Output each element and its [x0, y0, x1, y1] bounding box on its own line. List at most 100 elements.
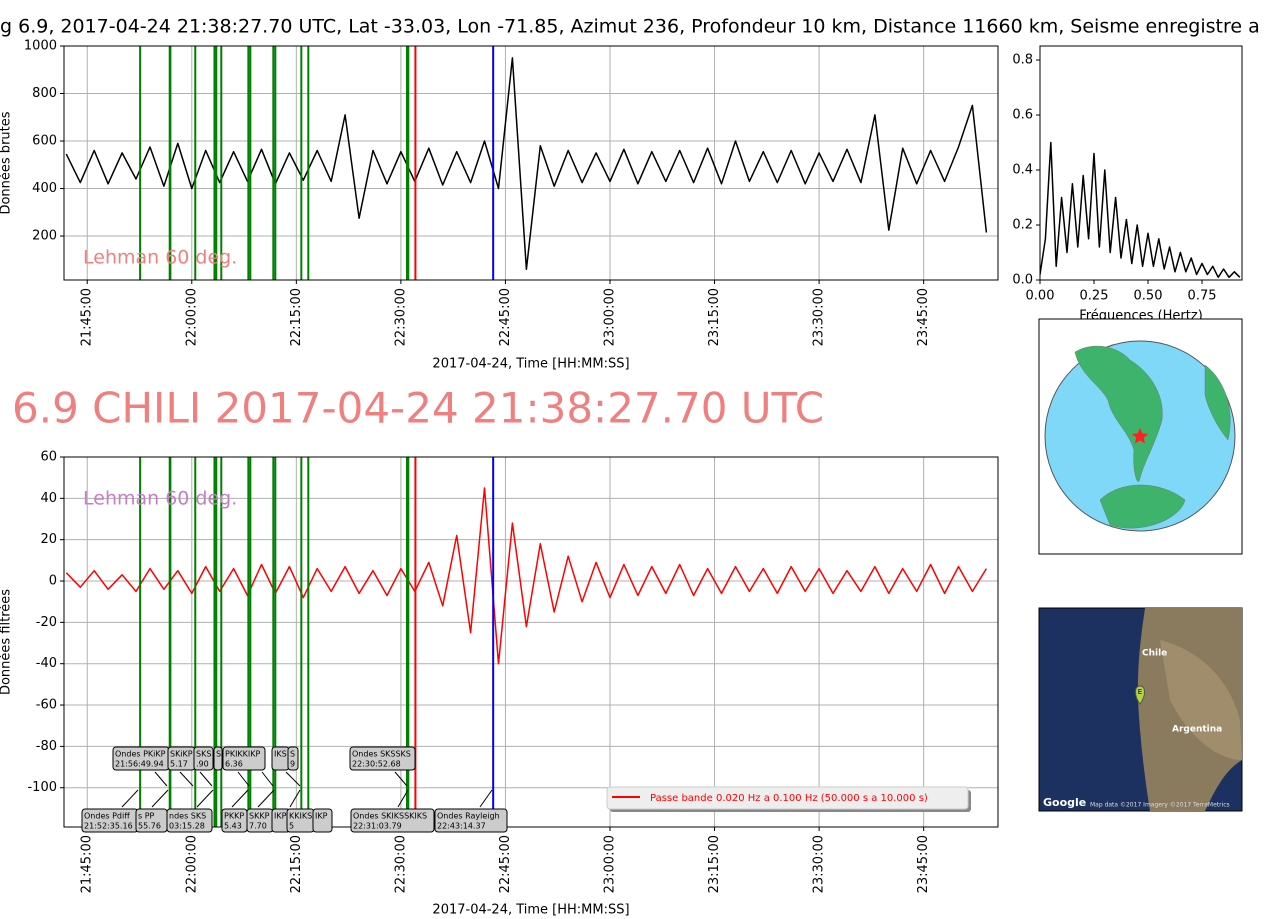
phase-label: ndes SKS	[169, 812, 206, 821]
axes-frame	[1039, 45, 1243, 281]
x-tick-label: 23:45:00	[916, 835, 931, 893]
map-marker-label: E	[1138, 688, 1142, 696]
label-arrow	[231, 789, 249, 808]
x-tick-label: 22:30:00	[393, 835, 408, 893]
x-tick-label: 23:15:00	[707, 288, 722, 346]
annotation: Lehman 60 deg.	[83, 247, 237, 269]
x-tick-label: 23:15:00	[707, 835, 722, 893]
x-tick-label: 23:00:00	[602, 288, 617, 346]
phase-label: 5.17	[170, 760, 188, 769]
phase-label: Ondes SKSSKS	[352, 750, 411, 759]
x-tick-label: 0.00	[1026, 289, 1055, 304]
label-arrow	[199, 771, 213, 787]
label-arrow	[397, 789, 409, 808]
globe-land	[1074, 345, 1163, 482]
label-arrow	[196, 789, 214, 808]
phase-label: Ondes SKIKSSKIKS	[353, 812, 427, 821]
y-axis-label: Données filtrées	[0, 589, 14, 695]
y-tick-label: -20	[36, 615, 57, 630]
y-tick-label: 0.8	[1012, 53, 1033, 68]
x-tick-label: 22:45:00	[498, 835, 513, 893]
phase-label-box	[222, 746, 266, 771]
x-tick-label: 21:45:00	[80, 288, 95, 346]
label-arrow	[257, 789, 275, 808]
map-label: Argentina	[1172, 725, 1222, 735]
axes-frame	[63, 456, 999, 828]
x-tick-label: 23:00:00	[602, 835, 617, 893]
legend-label: Passe bande 0.020 Hz a 0.100 Hz (50.000 …	[650, 793, 928, 804]
phase-label: 22:43:14.37	[437, 822, 486, 831]
satellite-land	[1160, 640, 1242, 760]
y-tick-label: -60	[36, 698, 57, 713]
phase-label-box	[287, 746, 299, 771]
x-tick-label: 0.50	[1134, 289, 1163, 304]
x-tick-label: 22:15:00	[289, 835, 304, 893]
map-brand: Google	[1043, 796, 1086, 809]
map-credit: Map data ©2017 Imagery ©2017 TerraMetric…	[1090, 802, 1230, 809]
label-arrow	[289, 789, 301, 808]
phase-label-box	[312, 808, 333, 833]
phase-label: IKP	[274, 812, 287, 821]
y-tick-label: 60	[40, 450, 57, 465]
phase-label: SKiKP	[170, 750, 193, 759]
y-tick-label: 0.4	[1012, 163, 1033, 178]
x-tick-label: 22:30:00	[393, 288, 408, 346]
phase-label-box	[349, 746, 416, 771]
phase-label: 5.43	[224, 822, 242, 831]
label-arrow	[121, 789, 139, 808]
y-tick-label: 0.6	[1012, 108, 1033, 123]
y-tick-label: 800	[32, 86, 57, 101]
figure-title: g 6.9, 2017-04-24 21:38:27.70 UTC, Lat -…	[0, 16, 1260, 38]
legend-box	[606, 786, 969, 810]
phase-label: KKIKS	[289, 812, 312, 821]
y-tick-label: 600	[32, 134, 57, 149]
trace	[1040, 141, 1241, 279]
y-tick-label: 0.2	[1012, 218, 1033, 233]
epicenter-star	[1132, 428, 1148, 444]
phase-label: s PP	[138, 812, 155, 821]
y-tick-label: 200	[32, 229, 57, 244]
y-tick-label: -40	[36, 656, 57, 671]
phase-label: 6.36	[225, 760, 243, 769]
annotation: Lehman 60 deg.	[83, 488, 237, 510]
y-axis-label: Données brutes	[0, 111, 14, 214]
phase-label: 21:52:35.16	[84, 822, 133, 831]
x-tick-label: 23:30:00	[812, 835, 827, 893]
phase-label: .90	[196, 760, 209, 769]
phase-label: 55.76	[138, 822, 161, 831]
phase-label: Ondes PKiKP	[115, 750, 166, 759]
label-arrow	[479, 789, 493, 808]
x-tick-label: 22:45:00	[498, 288, 513, 346]
trace	[65, 57, 988, 271]
phase-label: S	[216, 750, 221, 759]
label-arrow	[237, 771, 250, 787]
x-tick-label: 0.75	[1188, 289, 1217, 304]
label-arrow	[179, 771, 194, 787]
phase-label: S	[290, 750, 295, 759]
label-arrow	[151, 789, 169, 808]
phase-label-box	[193, 746, 214, 771]
phase-label: 03:15.28	[169, 822, 205, 831]
globe-land	[1204, 364, 1231, 441]
trace	[65, 487, 988, 665]
phase-label: PKIKKIKP	[225, 750, 261, 759]
phase-label: SKKP	[249, 812, 270, 821]
y-tick-label: -80	[36, 739, 57, 754]
x-tick-label: 23:45:00	[916, 288, 931, 346]
phase-label: IKS	[274, 750, 287, 759]
globe-land	[1099, 484, 1186, 529]
phase-label: 5	[289, 822, 294, 831]
label-arrow	[261, 771, 274, 787]
phase-label: 7.70	[249, 822, 267, 831]
y-tick-label: 1000	[24, 39, 57, 54]
x-axis-label: 2017-04-24, Time [HH:MM:SS]	[432, 357, 629, 372]
event-title: 6.9 CHILI 2017-04-24 21:38:27.70 UTC	[12, 384, 824, 433]
phase-label-box	[434, 808, 508, 833]
x-tick-label: 22:00:00	[184, 288, 199, 346]
phase-label: Ondes Pdiff	[84, 812, 130, 821]
y-tick-label: -100	[27, 780, 57, 795]
phase-label: 9	[290, 760, 295, 769]
phase-label: 22:30:52.68	[352, 760, 401, 769]
x-tick-label: 22:15:00	[289, 288, 304, 346]
